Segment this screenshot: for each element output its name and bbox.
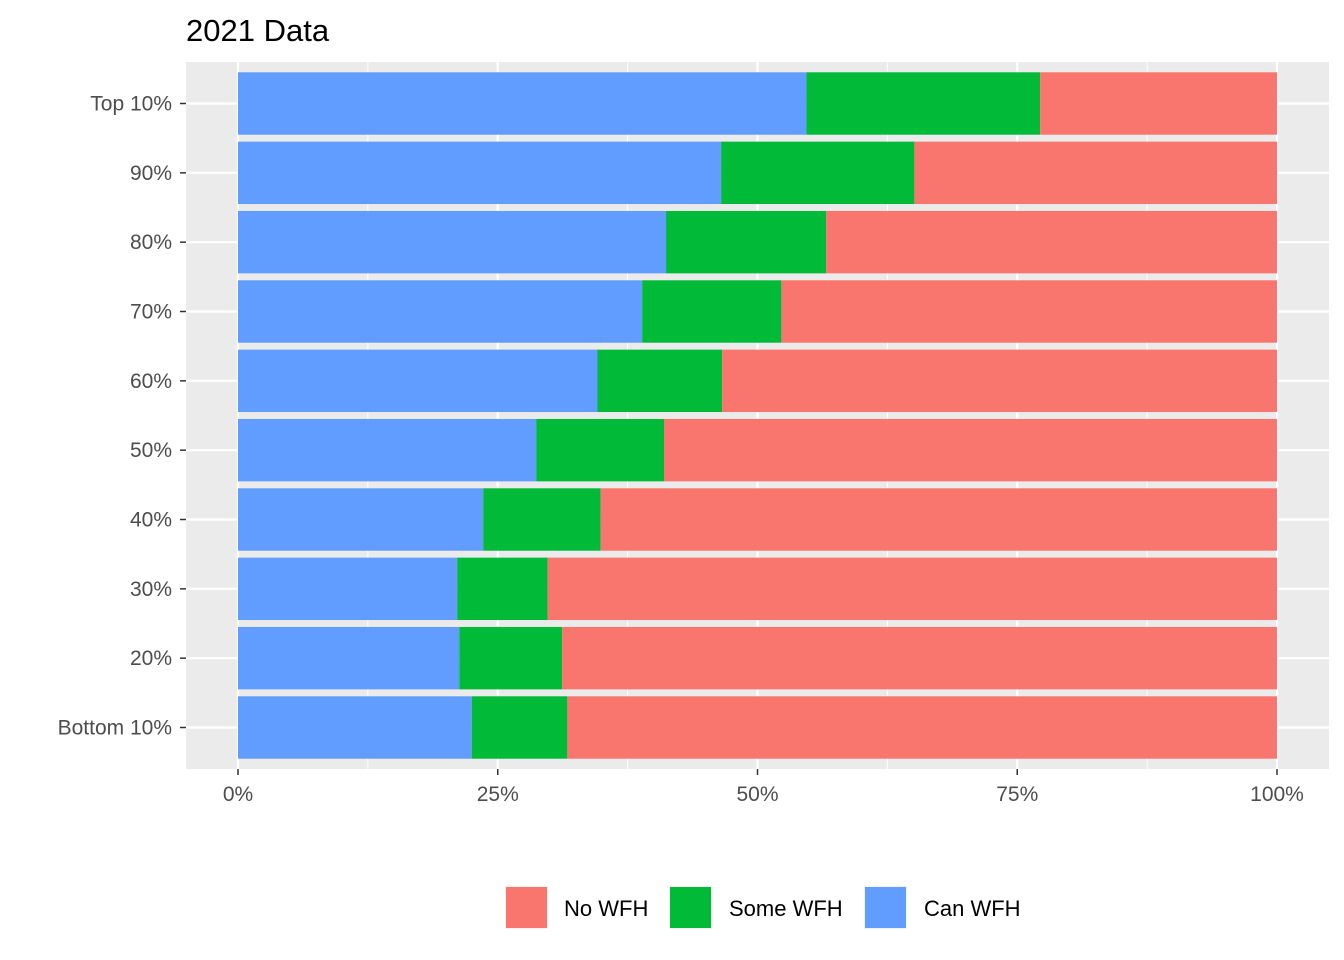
y-tick-label: 60% bbox=[130, 370, 172, 393]
bar-no-wfh bbox=[826, 210, 1277, 274]
bar-some-wfh bbox=[536, 418, 664, 482]
y-tick-label: 40% bbox=[130, 509, 172, 532]
bar-can-wfh bbox=[238, 557, 458, 621]
bar-some-wfh bbox=[666, 210, 827, 274]
bar-can-wfh bbox=[238, 210, 667, 274]
y-tick-label: 30% bbox=[130, 578, 172, 601]
bar-no-wfh bbox=[722, 349, 1277, 413]
bar-some-wfh bbox=[459, 626, 563, 690]
bar-can-wfh bbox=[238, 696, 472, 759]
legend-swatch bbox=[865, 887, 906, 928]
bar-some-wfh bbox=[721, 141, 915, 205]
bars bbox=[238, 72, 1277, 759]
y-tick-label: 20% bbox=[130, 647, 172, 670]
bar-can-wfh bbox=[238, 280, 643, 343]
bar-some-wfh bbox=[483, 488, 601, 551]
bar-can-wfh bbox=[238, 72, 807, 135]
bar-no-wfh bbox=[1040, 72, 1277, 135]
bar-can-wfh bbox=[238, 141, 722, 205]
y-tick-label: 70% bbox=[130, 301, 172, 324]
bar-no-wfh bbox=[663, 418, 1277, 482]
legend-swatch bbox=[506, 887, 547, 928]
legend-swatch bbox=[670, 887, 711, 928]
bar-some-wfh bbox=[806, 72, 1041, 135]
legend-label: Can WFH bbox=[924, 896, 1021, 921]
y-axis: Bottom 10% 20% 30% 40% 50% 60% 70% 80% 90% Top 10… bbox=[58, 93, 186, 740]
legend: No WFH Some WFH Can WFH bbox=[505, 886, 1021, 929]
bar-can-wfh bbox=[238, 349, 598, 413]
y-tick-label: 80% bbox=[130, 231, 172, 254]
bar-no-wfh bbox=[600, 488, 1277, 551]
y-tick-label: 50% bbox=[130, 439, 172, 462]
x-tick-label: 0% bbox=[223, 783, 253, 806]
chart-title: 2021 Data bbox=[186, 13, 330, 48]
bar-no-wfh bbox=[562, 626, 1277, 690]
bar-can-wfh bbox=[238, 418, 537, 482]
bar-some-wfh bbox=[597, 349, 723, 413]
bar-can-wfh bbox=[238, 488, 484, 551]
bar-some-wfh bbox=[471, 696, 568, 759]
y-tick-label: 90% bbox=[130, 162, 172, 185]
x-tick-label: 75% bbox=[996, 783, 1038, 806]
x-tick-label: 25% bbox=[477, 783, 519, 806]
bar-no-wfh bbox=[781, 280, 1277, 343]
x-tick-label: 100% bbox=[1250, 783, 1304, 806]
x-axis: 0% 25% 50% 75% 100% bbox=[223, 769, 1304, 806]
bar-some-wfh bbox=[642, 280, 782, 343]
legend-label: Some WFH bbox=[729, 896, 843, 921]
legend-label: No WFH bbox=[564, 896, 648, 921]
x-tick-label: 50% bbox=[736, 783, 778, 806]
bar-some-wfh bbox=[457, 557, 548, 621]
bar-no-wfh bbox=[914, 141, 1277, 205]
bar-can-wfh bbox=[238, 626, 460, 690]
bar-no-wfh bbox=[567, 696, 1277, 759]
bar-no-wfh bbox=[547, 557, 1277, 621]
y-tick-label: Top 10% bbox=[90, 93, 172, 116]
y-tick-label: Bottom 10% bbox=[58, 717, 172, 740]
